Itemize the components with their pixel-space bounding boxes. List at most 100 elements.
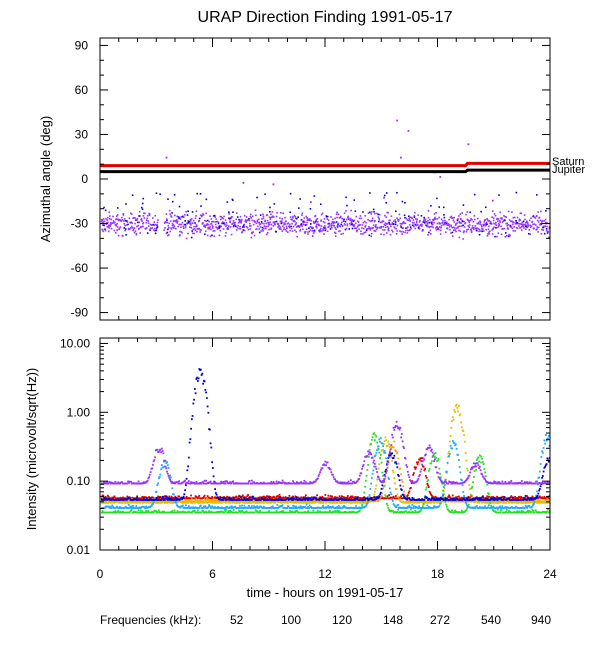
intensity-point <box>364 505 367 508</box>
azimuth-point <box>431 221 434 224</box>
intensity-point <box>214 506 216 508</box>
intensity-point <box>393 477 396 480</box>
azimuth-point <box>501 221 504 223</box>
intensity-point <box>358 509 361 512</box>
azimuth-point <box>304 224 307 226</box>
azimuth-point <box>414 227 417 230</box>
intensity-point <box>316 497 319 500</box>
azimuth-point <box>151 224 153 226</box>
azimuth-point <box>378 217 381 220</box>
intensity-point <box>482 463 485 465</box>
intensity-point <box>481 495 484 498</box>
intensity-point <box>509 496 512 499</box>
azimuth-point <box>418 228 421 230</box>
azimuth-point <box>267 221 269 224</box>
intensity-point <box>463 494 465 497</box>
intensity-point <box>293 500 296 503</box>
intensity-point <box>197 496 200 499</box>
intensity-point <box>454 411 456 413</box>
intensity-point <box>547 434 550 437</box>
intensity-point <box>157 482 159 485</box>
azimuth-point <box>425 220 428 223</box>
azimuth-point <box>179 230 181 233</box>
azimuth-point <box>492 227 494 230</box>
azimuth-point <box>463 220 465 223</box>
azimuth-point <box>392 230 394 233</box>
intensity-point <box>349 496 351 499</box>
azimuth-point <box>241 231 243 234</box>
azimuth-point <box>364 215 366 217</box>
azimuth-point <box>286 223 289 225</box>
intensity-point <box>459 471 462 474</box>
azimuth-point <box>257 225 259 228</box>
azimuth-plot-frame <box>99 37 551 321</box>
azimuth-point <box>439 233 442 235</box>
azimuth-point <box>530 217 532 219</box>
azimuth-point <box>351 223 353 226</box>
azimuth-point <box>182 216 185 218</box>
intensity-point <box>318 499 321 501</box>
intensity-point <box>457 404 460 407</box>
azimuth-point <box>136 217 139 220</box>
azimuth-point <box>209 215 211 217</box>
intensity-point <box>151 500 153 503</box>
azimuth-point <box>538 216 541 219</box>
intensity-point <box>181 505 183 508</box>
azimuth-point <box>297 216 299 218</box>
azimuth-point <box>390 225 392 228</box>
intensity-point <box>198 507 201 509</box>
azimuth-point <box>331 224 333 226</box>
intensity-point <box>160 464 163 466</box>
intensity-point <box>445 470 448 473</box>
azimuth-point <box>334 217 336 220</box>
intensity-point <box>147 501 150 504</box>
azimuth-point <box>356 220 359 223</box>
azimuth-point <box>318 229 321 232</box>
azimuth-point <box>489 222 492 225</box>
azimuth-point <box>343 223 346 225</box>
azimuth-point <box>302 223 305 226</box>
azimuth-point <box>312 232 315 234</box>
intensity-point <box>403 493 406 496</box>
intensity-point <box>486 495 489 498</box>
azimuth-point <box>270 228 272 231</box>
intensity-point <box>455 447 458 450</box>
intensity-point <box>211 505 213 508</box>
azimuth-point <box>525 224 528 227</box>
intensity-point <box>162 500 165 503</box>
intensity-point <box>398 498 401 501</box>
azimuth-point <box>111 222 114 224</box>
intensity-point <box>179 506 182 509</box>
intensity-point <box>193 510 195 513</box>
azimuth-point <box>507 210 510 213</box>
azimuth-point <box>391 223 394 226</box>
intensity-point <box>205 397 208 399</box>
azimuth-point <box>265 222 268 225</box>
intensity-point <box>241 494 244 497</box>
azimuth-point <box>146 215 149 217</box>
azimuth-point <box>459 225 461 228</box>
azimuth-point <box>251 219 254 222</box>
intensity-point <box>367 496 370 499</box>
azimuth-point <box>107 224 110 227</box>
azimuth-point <box>226 228 229 230</box>
azimuth-point <box>453 221 456 223</box>
intensity-point <box>167 497 170 500</box>
intensity-point <box>121 511 123 514</box>
intensity-point <box>139 509 142 512</box>
azimuth-point <box>495 224 498 227</box>
intensity-point <box>382 448 384 451</box>
azimuth-point <box>481 228 483 230</box>
azimuth-point <box>350 220 353 223</box>
intensity-point <box>454 496 457 499</box>
azimuth-point <box>411 217 413 220</box>
intensity-point <box>380 495 383 497</box>
intensity-point <box>236 497 239 500</box>
azimuth-point <box>116 226 119 228</box>
azimuth-point <box>369 211 371 214</box>
azimuth-point <box>205 224 207 227</box>
azimuth-point <box>412 219 415 221</box>
intensity-point <box>451 420 453 423</box>
azimuth-point <box>306 216 308 219</box>
azimuth-point <box>334 232 337 235</box>
